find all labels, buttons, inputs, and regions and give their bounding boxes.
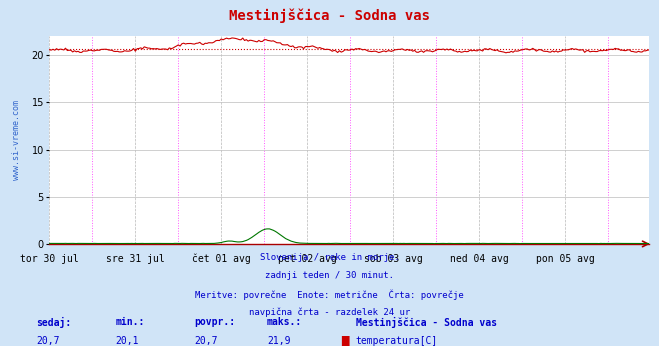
Text: Meritve: povrečne  Enote: metrične  Črta: povrečje: Meritve: povrečne Enote: metrične Črta: … bbox=[195, 289, 464, 300]
Text: Mestinjščica - Sodna vas: Mestinjščica - Sodna vas bbox=[356, 317, 497, 328]
Text: 20,7: 20,7 bbox=[36, 336, 60, 346]
Text: povpr.:: povpr.: bbox=[194, 317, 235, 327]
Text: Slovenija / reke in morje.: Slovenija / reke in morje. bbox=[260, 253, 399, 262]
Text: maks.:: maks.: bbox=[267, 317, 302, 327]
Text: 20,1: 20,1 bbox=[115, 336, 139, 346]
Text: navpična črta - razdelek 24 ur: navpična črta - razdelek 24 ur bbox=[249, 307, 410, 317]
Text: zadnji teden / 30 minut.: zadnji teden / 30 minut. bbox=[265, 271, 394, 280]
Text: temperatura[C]: temperatura[C] bbox=[356, 336, 438, 346]
Text: sedaj:: sedaj: bbox=[36, 317, 71, 328]
Text: 21,9: 21,9 bbox=[267, 336, 291, 346]
Text: min.:: min.: bbox=[115, 317, 145, 327]
Text: www.si-vreme.com: www.si-vreme.com bbox=[12, 100, 21, 180]
Text: 20,7: 20,7 bbox=[194, 336, 218, 346]
Text: Mestinjščica - Sodna vas: Mestinjščica - Sodna vas bbox=[229, 9, 430, 23]
Text: █: █ bbox=[341, 336, 349, 346]
